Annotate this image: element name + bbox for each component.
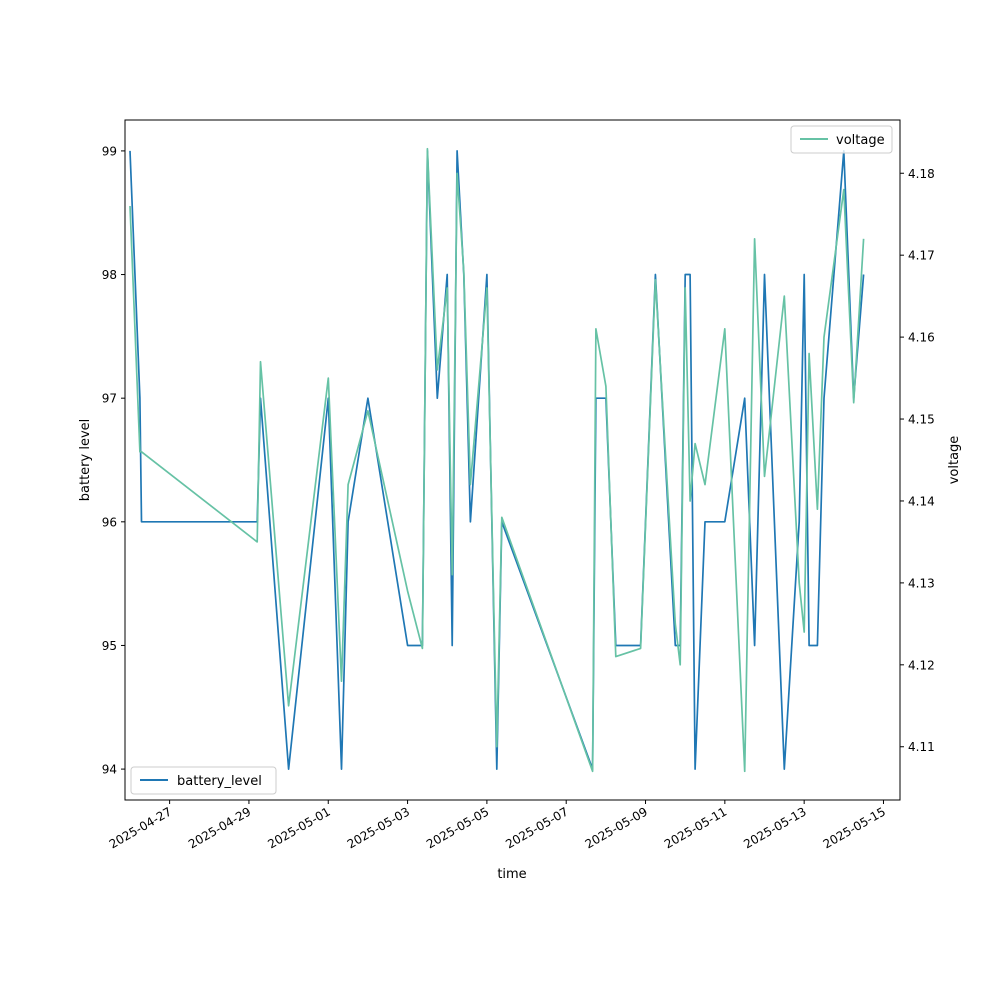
y-right-tick-label: 4.12: [908, 658, 935, 672]
legend-left-box: [130, 766, 277, 795]
y-left-tick-label: 96: [102, 515, 117, 529]
y-right-tick-label: 4.11: [908, 740, 935, 754]
y-right-tick-label: 4.17: [908, 249, 935, 263]
y-right-tick-label: 4.14: [908, 494, 935, 508]
plot-frame: [124, 119, 901, 801]
y-right-tick-label: 4.15: [908, 413, 935, 427]
y-left-tick-label: 97: [102, 392, 117, 406]
y-right-tick-label: 4.18: [908, 167, 935, 181]
y-left-tick-label: 99: [102, 144, 117, 158]
y-left-tick-label: 98: [102, 268, 117, 282]
y-right-tick-label: 4.13: [908, 576, 935, 590]
plot-area: [125, 120, 900, 800]
series-line-voltage: [129, 147, 865, 773]
y-right-tick-label: 4.16: [908, 331, 935, 345]
y-left-tick-label: 94: [102, 763, 117, 777]
y-axis-left-label: battery level: [78, 419, 93, 502]
legend-right-label: voltage: [836, 133, 885, 148]
legend-right: voltage: [790, 125, 893, 154]
y-axis-right-label: voltage: [947, 436, 962, 485]
legend-left: battery_level: [130, 766, 277, 795]
legend-left-label: battery_level: [177, 774, 262, 789]
legend-right-box: [790, 125, 893, 154]
y-left-tick-label: 95: [102, 639, 117, 653]
x-axis-label: time: [497, 867, 526, 882]
series-lines: [129, 147, 865, 773]
